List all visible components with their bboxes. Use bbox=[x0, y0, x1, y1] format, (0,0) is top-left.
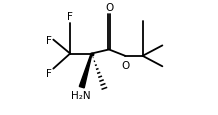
Text: F: F bbox=[46, 69, 52, 79]
Text: H₂N: H₂N bbox=[71, 90, 90, 100]
Text: O: O bbox=[105, 3, 113, 13]
Text: O: O bbox=[121, 61, 129, 70]
Text: F: F bbox=[67, 12, 73, 22]
Text: F: F bbox=[46, 35, 52, 45]
Polygon shape bbox=[79, 54, 92, 88]
